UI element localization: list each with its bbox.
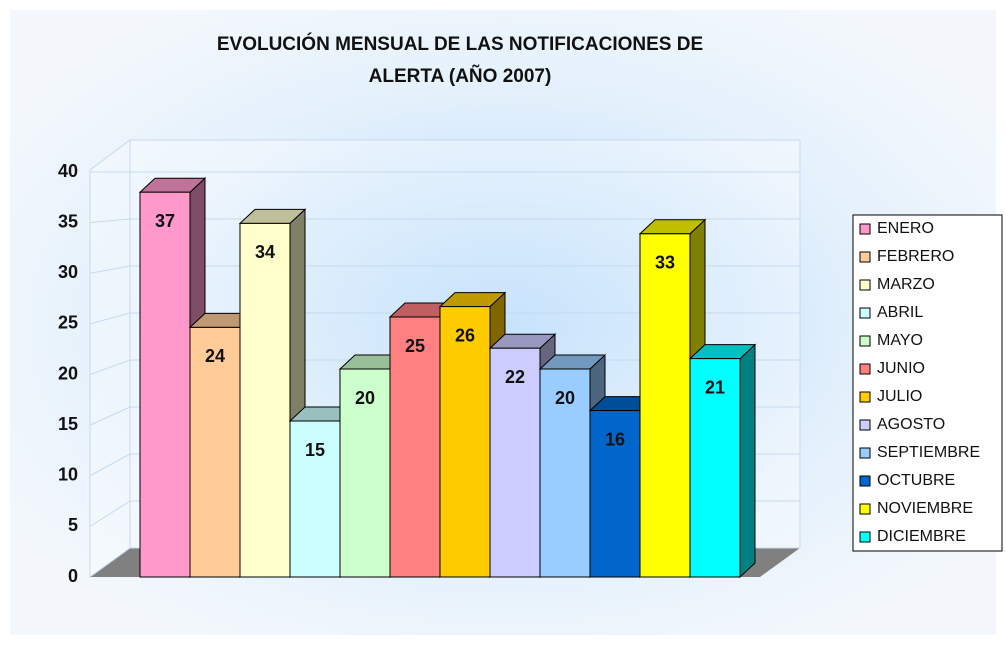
bar xyxy=(689,358,741,578)
bar xyxy=(139,191,191,578)
legend-swatch xyxy=(859,419,871,431)
grid-line xyxy=(89,547,131,578)
data-label: 33 xyxy=(655,253,675,273)
legend-swatch xyxy=(859,363,871,375)
legend-swatch xyxy=(859,307,871,319)
data-label: 25 xyxy=(405,336,425,356)
legend-label: SEPTIEMBRE xyxy=(877,444,980,461)
legend-swatch xyxy=(859,279,871,291)
y-tick-label: 35 xyxy=(58,211,78,231)
bar xyxy=(639,233,691,578)
legend-label: OCTUBRE xyxy=(877,472,955,489)
bar xyxy=(439,306,491,578)
grid-line xyxy=(89,406,131,426)
y-tick-label: 25 xyxy=(58,313,78,333)
y-tick-label: 0 xyxy=(68,566,78,586)
chart-title: EVOLUCIÓN MENSUAL DE LAS NOTIFICACIONES … xyxy=(217,33,703,55)
side-wall xyxy=(89,139,131,578)
legend-label: DICIEMBRE xyxy=(877,528,966,545)
bar-side xyxy=(739,343,756,579)
legend xyxy=(852,214,1003,552)
legend-swatch xyxy=(859,531,871,543)
legend-label: ABRIL xyxy=(877,304,923,321)
grid-line xyxy=(89,453,131,477)
y-tick-label: 20 xyxy=(58,363,78,383)
legend-label: MARZO xyxy=(877,276,935,293)
data-label: 22 xyxy=(505,367,525,387)
grid-line xyxy=(89,218,131,224)
bar xyxy=(389,316,441,578)
legend-label: AGOSTO xyxy=(877,416,945,433)
y-tick-label: 5 xyxy=(68,515,78,535)
data-label: 37 xyxy=(155,211,175,231)
y-tick-label: 30 xyxy=(58,262,78,282)
data-label: 20 xyxy=(555,388,575,408)
legend-swatch xyxy=(859,251,871,263)
y-tick-label: 15 xyxy=(58,414,78,434)
bar xyxy=(239,222,291,578)
legend-swatch xyxy=(859,503,871,515)
legend-label: JULIO xyxy=(877,388,922,405)
legend-label: MAYO xyxy=(877,332,923,349)
data-label: 34 xyxy=(255,242,275,262)
data-label: 24 xyxy=(205,346,225,366)
legend-label: FEBRERO xyxy=(877,248,954,265)
legend-label: ENERO xyxy=(877,220,934,237)
data-label: 16 xyxy=(605,429,625,449)
bar xyxy=(589,410,641,578)
grid-line xyxy=(89,312,131,325)
chart-title: ALERTA (AÑO 2007) xyxy=(369,65,552,87)
y-tick-label: 10 xyxy=(58,465,78,485)
legend-swatch xyxy=(859,391,871,403)
legend-swatch xyxy=(859,447,871,459)
bar xyxy=(289,420,341,578)
data-label: 20 xyxy=(355,388,375,408)
legend-swatch xyxy=(859,223,871,235)
bar xyxy=(339,368,391,578)
grid-line xyxy=(89,359,131,375)
legend-swatch xyxy=(859,335,871,347)
data-label: 15 xyxy=(305,440,325,460)
y-tick-label: 40 xyxy=(58,161,78,181)
data-label: 26 xyxy=(455,325,475,345)
legend-label: NOVIEMBRE xyxy=(877,500,973,517)
legend-swatch xyxy=(859,475,871,487)
bar xyxy=(539,368,591,578)
grid-line xyxy=(89,500,131,527)
data-label: 21 xyxy=(705,377,725,397)
grid-line xyxy=(89,265,131,274)
legend-label: JUNIO xyxy=(877,360,925,377)
